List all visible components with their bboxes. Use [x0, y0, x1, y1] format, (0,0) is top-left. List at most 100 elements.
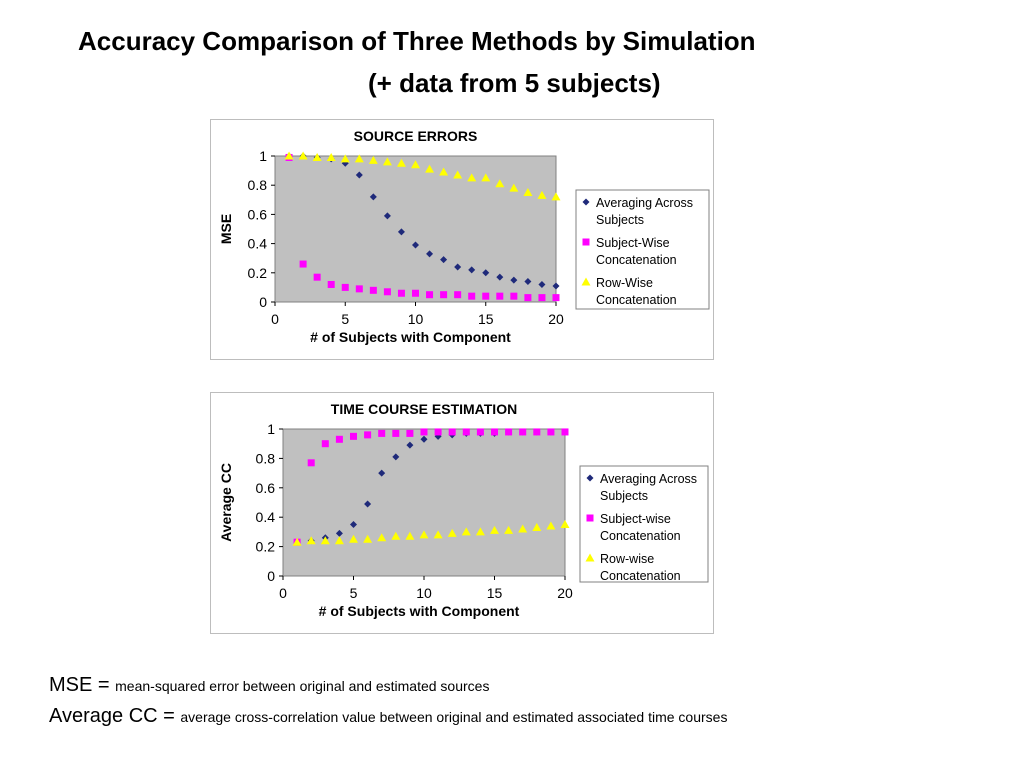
- legend-label: Row-wise Concatenation: [600, 552, 681, 583]
- data-point: [350, 521, 357, 529]
- data-point: [419, 530, 429, 539]
- data-point: [334, 536, 344, 545]
- legend-marker: [586, 474, 594, 482]
- data-point: [378, 469, 386, 477]
- legend-marker: [581, 277, 591, 286]
- y-tick-label: 0: [259, 294, 267, 310]
- data-point: [475, 527, 485, 536]
- y-tick-label: 0.2: [256, 539, 276, 555]
- footnotes: MSE = mean-squared error between origina…: [49, 674, 727, 736]
- legend-label-line: Concatenation: [600, 569, 681, 583]
- data-point: [476, 428, 484, 436]
- y-tick-label: 1: [259, 148, 267, 164]
- data-point: [405, 531, 415, 540]
- data-point: [392, 429, 400, 437]
- data-point: [377, 533, 387, 542]
- footnote-definition: mean-squared error between original and …: [115, 678, 490, 694]
- data-point: [306, 536, 316, 545]
- data-point: [350, 432, 357, 440]
- data-point: [491, 428, 498, 436]
- data-point: [552, 282, 560, 290]
- data-point: [440, 291, 448, 299]
- data-point: [538, 280, 546, 288]
- data-point: [411, 160, 420, 169]
- data-point: [462, 428, 470, 436]
- data-point: [481, 173, 491, 182]
- data-point: [406, 441, 414, 449]
- legend-label-line: Subject-wise: [600, 512, 671, 526]
- x-tick-label: 10: [408, 311, 424, 327]
- x-tick-label: 5: [341, 311, 349, 327]
- data-point: [495, 179, 505, 188]
- data-point: [369, 286, 377, 294]
- plot-area: [282, 428, 566, 577]
- data-point: [320, 536, 330, 545]
- data-point: [284, 151, 294, 160]
- data-point: [391, 531, 401, 540]
- x-axis-label: # of Subjects with Component: [310, 329, 511, 345]
- legend-label-line: Concatenation: [600, 529, 681, 543]
- data-point: [546, 521, 556, 530]
- y-tick-label: 0.8: [248, 177, 268, 193]
- data-point: [524, 278, 532, 286]
- x-tick-label: 15: [478, 311, 494, 327]
- data-point: [560, 520, 570, 529]
- x-tick-label: 0: [271, 311, 279, 327]
- x-tick-label: 20: [557, 585, 573, 601]
- data-point: [482, 269, 490, 277]
- data-point: [307, 459, 315, 467]
- data-point: [519, 428, 527, 436]
- x-tick-label: 0: [279, 585, 287, 601]
- footnote-term: Average CC =: [49, 705, 181, 727]
- data-point: [504, 525, 514, 534]
- x-tick-label: 15: [487, 585, 503, 601]
- data-point: [335, 529, 343, 537]
- footnote-definition: average cross-correlation value between …: [180, 709, 728, 725]
- data-point: [510, 292, 518, 300]
- y-tick-label: 0.4: [248, 236, 268, 252]
- data-point: [440, 256, 448, 264]
- data-point: [378, 429, 386, 437]
- legend: [575, 189, 710, 310]
- legend-marker: [585, 553, 595, 562]
- data-point: [490, 525, 499, 534]
- data-point: [364, 500, 372, 508]
- data-point: [433, 530, 443, 539]
- y-axis-label: MSE: [218, 214, 234, 244]
- data-point: [552, 294, 560, 302]
- data-point: [412, 241, 419, 249]
- data-point: [551, 192, 561, 201]
- data-point: [453, 170, 463, 179]
- data-point: [532, 522, 542, 531]
- legend-label-line: Averaging Across: [596, 196, 693, 210]
- data-point: [298, 151, 308, 160]
- data-point: [426, 291, 434, 299]
- legend-label-line: Row-Wise: [596, 276, 653, 290]
- data-point: [327, 280, 335, 288]
- slide-title-line2: (+ data from 5 subjects): [368, 68, 661, 98]
- y-tick-label: 0: [267, 568, 275, 584]
- data-point: [321, 440, 329, 448]
- legend-label-line: Averaging Across: [600, 472, 697, 486]
- time-course-chart: TIME COURSE ESTIMATION 0 0.2 0.4 0.6 0.8 1 0 5 10…: [210, 392, 714, 634]
- y-tick-label: 0.2: [248, 265, 268, 281]
- legend-label-line: Subjects: [600, 489, 648, 503]
- data-point: [439, 167, 449, 176]
- data-point: [461, 527, 471, 536]
- footnote-term: MSE =: [49, 674, 116, 696]
- data-point: [412, 289, 419, 297]
- y-axis-label: Average CC: [218, 463, 234, 542]
- data-point: [299, 260, 307, 268]
- data-point: [369, 193, 377, 201]
- data-point: [524, 294, 532, 302]
- data-point: [496, 292, 504, 300]
- data-point: [326, 152, 336, 161]
- legend-label-line: Subjects: [596, 213, 644, 227]
- y-tick-label: 0.8: [256, 450, 276, 466]
- y-tick-label: 0.6: [256, 480, 276, 496]
- data-point: [312, 152, 322, 161]
- data-point: [425, 164, 435, 173]
- y-tick-label: 1: [267, 421, 275, 437]
- x-axis-label: # of Subjects with Component: [319, 603, 520, 619]
